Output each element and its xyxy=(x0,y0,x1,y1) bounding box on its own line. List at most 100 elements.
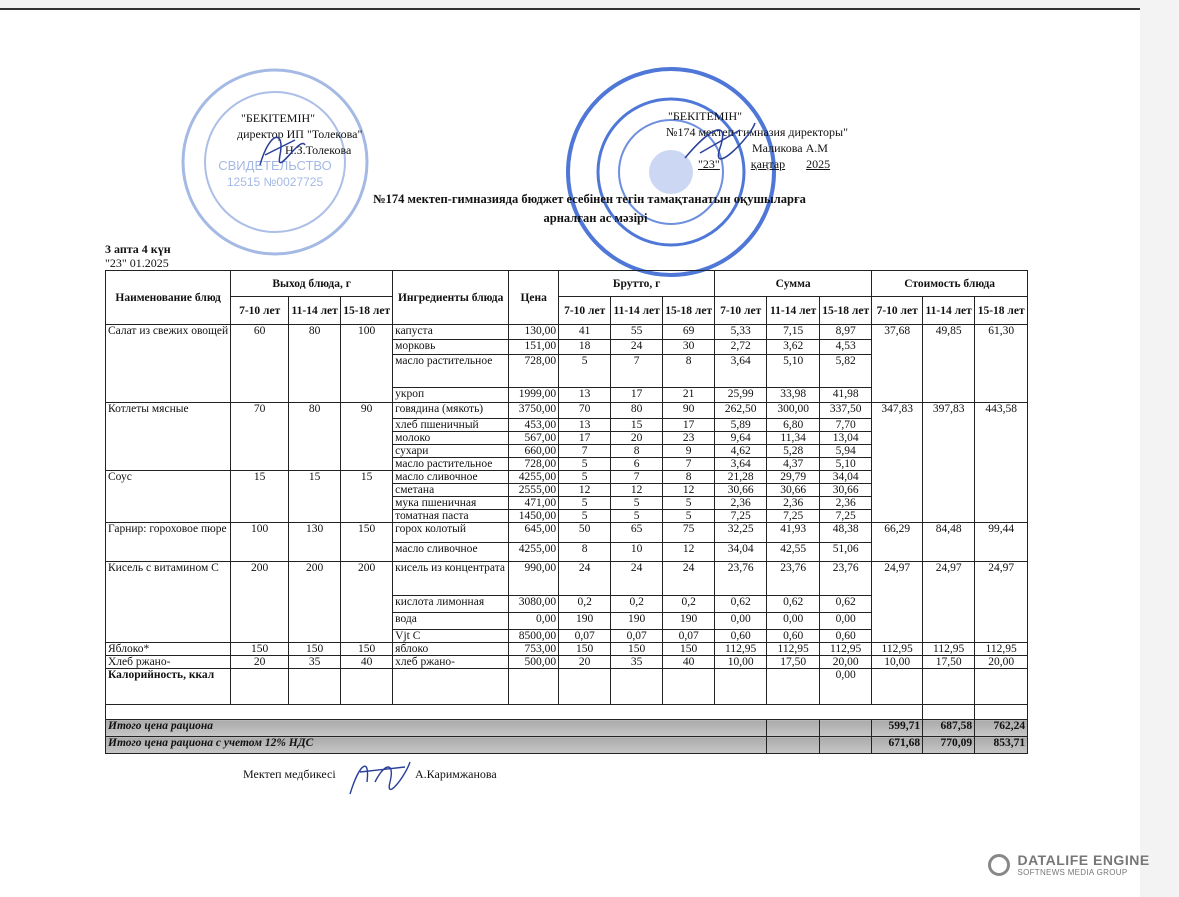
dish-yield: 15 xyxy=(340,470,394,523)
ingredient-price: 130,00 xyxy=(508,324,560,340)
ingredient-sum: 10,00 xyxy=(714,655,768,669)
dish-cost: 112,95 xyxy=(922,642,976,656)
ingredient-brutto: 0,2 xyxy=(662,595,716,613)
dish-cost: 37,68 xyxy=(871,324,924,403)
ingredient-brutto: 8 xyxy=(610,444,664,458)
dish-yield: 150 xyxy=(230,642,290,656)
watermark-brand: DATALIFE ENGINE xyxy=(1017,852,1150,868)
ingredient-brutto: 5 xyxy=(558,496,612,510)
dish-name: Котлеты мясные xyxy=(104,402,232,471)
ingredient-brutto: 150 xyxy=(662,642,716,656)
dish-cost: 112,95 xyxy=(974,642,1029,656)
dish-cost: 443,58 xyxy=(974,402,1029,523)
header-sum-age: 11-14 лет xyxy=(766,296,821,325)
approval-day: "23" xyxy=(698,157,720,171)
table-row: Vjt C 8500,00 0,07 0,07 0,07 0,60 0,60 0,60 xyxy=(106,629,1028,643)
table-row: Хлеб ржано- 20 35 40 хлеб ржано- 500,00 20 35 40… xyxy=(104,655,1029,669)
ingredient-brutto: 40 xyxy=(662,655,716,669)
dish-yield: 35 xyxy=(288,655,342,669)
nurse-signature xyxy=(349,761,411,795)
approver-name: Маликова А.М xyxy=(752,141,828,155)
ingredient-name: томатная паста xyxy=(392,509,510,523)
ingredient-sum: 5,89 xyxy=(714,418,768,432)
ingredient-price: 990,00 xyxy=(508,561,560,596)
ingredient-sum: 41,98 xyxy=(819,387,873,403)
dish-yield: 130 xyxy=(288,522,342,562)
ingredient-brutto: 20 xyxy=(610,431,664,445)
empty-cell xyxy=(392,668,510,705)
ingredient-sum: 21,28 xyxy=(714,470,768,484)
table-row: Кисель с витамином С 200 200 200 кисель из к… xyxy=(104,561,1029,643)
ingredient-brutto: 0,07 xyxy=(610,629,664,643)
ingredient-sum: 29,79 xyxy=(766,470,821,484)
ingredient-sum: 337,50 xyxy=(819,402,873,419)
watermark-sub: SOFTNEWS MEDIA GROUP xyxy=(1017,868,1128,877)
empty-cell xyxy=(974,704,1029,720)
dish-cost: 112,95 xyxy=(871,642,924,656)
ingredient-brutto: 0,2 xyxy=(558,595,612,613)
empty-cell xyxy=(766,668,821,705)
ingredient-brutto: 24 xyxy=(662,561,716,596)
ingredient-price: 500,00 xyxy=(508,655,560,669)
ingredient-name: кислота лимонная xyxy=(392,595,510,613)
ingredient-brutto: 5 xyxy=(558,354,612,388)
dish-cost: 99,44 xyxy=(974,522,1029,562)
dish-yield: 200 xyxy=(288,561,342,643)
ingredient-brutto: 8 xyxy=(662,354,716,388)
ingredient-brutto: 190 xyxy=(662,612,716,630)
total-row: Итого цена рациона 599,71 687,58 762,24 xyxy=(104,719,1029,737)
ingredient-price: 1450,00 xyxy=(508,509,560,523)
ingredient-brutto: 8 xyxy=(662,470,716,484)
total-vat-row: Итого цена рациона с учетом 12% НДС 671,6… xyxy=(104,736,1029,754)
ingredient-price: 4255,00 xyxy=(508,542,560,562)
ingredient-sum: 6,80 xyxy=(766,418,821,432)
ingredient-sum: 23,76 xyxy=(819,561,873,596)
ingredient-brutto: 17 xyxy=(610,387,664,403)
nurse-role: Мектеп медбикесі xyxy=(243,767,336,781)
svg-text:СВИДЕТЕЛЬСТВО: СВИДЕТЕЛЬСТВО xyxy=(218,158,332,173)
table-row: сухари 660,00 7 8 9 4,62 5,28 5,94 xyxy=(106,444,1028,458)
ingredient-name: укроп xyxy=(392,387,510,403)
ingredient-sum: 300,00 xyxy=(766,402,821,419)
ingredient-brutto: 55 xyxy=(610,324,664,340)
ingredient-brutto: 15 xyxy=(610,418,664,432)
empty-cell xyxy=(662,668,716,705)
ingredient-sum: 5,28 xyxy=(766,444,821,458)
ingredient-sum: 0,00 xyxy=(819,612,873,630)
svg-text:12515 №0027725: 12515 №0027725 xyxy=(227,175,324,189)
ingredient-brutto: 35 xyxy=(610,655,664,669)
table-row: Котлеты мясные 70 80 90 говядина (мякоть) 375… xyxy=(104,402,1029,523)
dish-name: Кисель с витамином С xyxy=(104,561,232,643)
dish-yield: 80 xyxy=(288,324,342,403)
ingredient-brutto: 0,07 xyxy=(662,629,716,643)
ingredient-price: 567,00 xyxy=(508,431,560,445)
ingredient-name: мука пшеничная xyxy=(392,496,510,510)
ingredient-sum: 20,00 xyxy=(819,655,873,669)
total-value: 687,58 xyxy=(922,719,976,737)
ingredient-brutto: 7 xyxy=(558,444,612,458)
table-row: томатная паста 1450,00 5 5 5 7,25 7,25 7,25 xyxy=(106,509,1028,523)
ingredient-price: 0,00 xyxy=(508,612,560,630)
ingredient-name: горох колотый xyxy=(392,522,510,543)
table-row: Салат из свежих овощей 60 80 100 капуста 130,… xyxy=(104,324,1029,403)
empty-cell xyxy=(766,719,821,737)
ingredient-brutto: 90 xyxy=(662,402,716,419)
header-cost-age: 7-10 лет xyxy=(871,296,924,325)
ingredient-sum: 4,37 xyxy=(766,457,821,471)
ingredient-name: кисель из концентрата xyxy=(392,561,510,596)
signature-left xyxy=(259,136,306,166)
dish-cost: 61,30 xyxy=(974,324,1029,403)
ingredient-sum: 8,97 xyxy=(819,324,873,340)
ingredient-sum: 25,99 xyxy=(714,387,768,403)
ingredient-name: масло растительное xyxy=(392,354,510,388)
dish-yield: 200 xyxy=(230,561,290,643)
empty-cell xyxy=(340,668,394,705)
ingredient-sum: 0,00 xyxy=(714,612,768,630)
ingredient-brutto: 50 xyxy=(558,522,612,543)
ingredient-sum: 48,38 xyxy=(819,522,873,543)
ingredient-price: 151,00 xyxy=(508,339,560,355)
dish-cost: 20,00 xyxy=(974,655,1029,669)
calories-label: Калорийность, ккал xyxy=(104,668,232,705)
ingredient-sum: 34,04 xyxy=(819,470,873,484)
ingredient-brutto: 5 xyxy=(662,496,716,510)
